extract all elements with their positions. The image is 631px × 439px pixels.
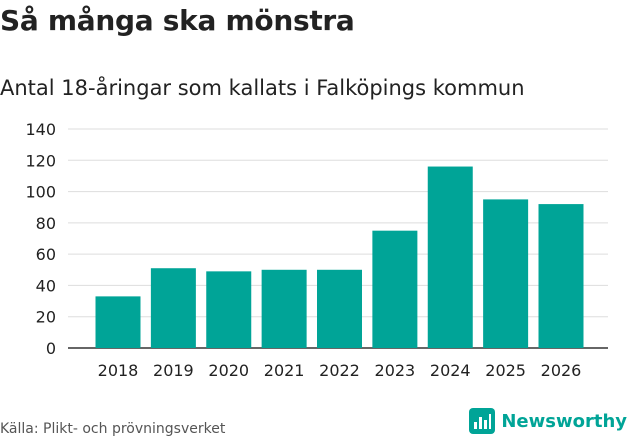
bar-2026	[538, 204, 584, 348]
bars	[95, 166, 584, 348]
bar-2021	[261, 269, 307, 348]
y-tick-label: 40	[36, 276, 56, 295]
bar-2018	[95, 296, 141, 348]
brand-name: Newsworthy	[501, 410, 627, 432]
x-tick-label: 2022	[319, 361, 360, 380]
y-tick-label: 20	[36, 308, 56, 327]
bar-chart-logo-icon	[469, 408, 496, 434]
x-tick-label: 2025	[485, 361, 526, 380]
bar-2024	[427, 166, 473, 348]
bar-2023	[372, 230, 418, 348]
bar-2022	[317, 269, 362, 348]
y-axis-ticks: 0 20 40 60 80 100 120 140	[25, 120, 56, 358]
bar-2020	[206, 271, 252, 348]
x-axis-ticks: 2018 2019 2020 2021 2022 2023 2024 2025 2026	[98, 361, 582, 380]
y-tick-label: 100	[25, 183, 56, 202]
source-note: Källa: Plikt- och prövningsverket	[0, 421, 226, 437]
chart-title: Så många ska mönstra	[0, 4, 355, 37]
y-tick-label: 0	[46, 339, 56, 358]
x-tick-label: 2019	[153, 361, 194, 380]
y-tick-label: 60	[36, 245, 56, 264]
bar-2025	[483, 199, 529, 348]
y-tick-label: 120	[25, 151, 56, 170]
x-tick-label: 2018	[98, 361, 139, 380]
chart-subtitle: Antal 18-åringar som kallats i Falköping…	[0, 76, 525, 100]
x-tick-label: 2026	[541, 361, 582, 380]
x-tick-label: 2024	[430, 361, 471, 380]
bar-2019	[150, 268, 196, 348]
brand-logo[interactable]: Newsworthy	[469, 408, 627, 434]
x-tick-label: 2021	[264, 361, 305, 380]
y-tick-label: 140	[25, 120, 56, 139]
y-tick-label: 80	[36, 214, 56, 233]
x-tick-label: 2023	[375, 361, 416, 380]
x-tick-label: 2020	[208, 361, 249, 380]
